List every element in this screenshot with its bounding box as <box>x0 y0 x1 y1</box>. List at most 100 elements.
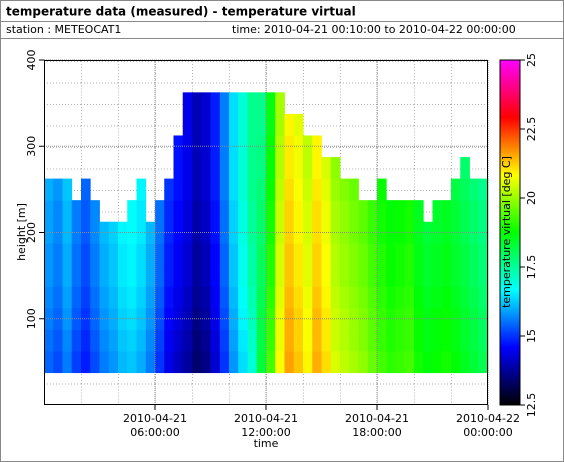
heatmap-cell <box>377 307 387 330</box>
heatmap-cell <box>386 329 396 352</box>
colorbar-tick-label: 17.5 <box>525 255 538 280</box>
heatmap-cell <box>266 157 276 179</box>
heatmap-cell <box>81 264 91 287</box>
heatmap-cell <box>340 200 350 223</box>
heatmap-cell <box>312 286 322 309</box>
heatmap-cell <box>256 178 267 201</box>
heatmap-cell <box>229 178 239 201</box>
heatmap-cell <box>62 243 73 266</box>
heatmap-cell <box>330 243 341 266</box>
heatmap-cell <box>238 243 248 266</box>
heatmap-cell <box>256 92 267 115</box>
x-tick-label: 00:00:00 <box>463 426 512 439</box>
heatmap-cell <box>155 329 165 352</box>
heatmap-cell <box>377 200 387 223</box>
heatmap-cell <box>192 178 202 201</box>
heatmap-cell <box>201 286 211 309</box>
heatmap-cell <box>182 286 193 309</box>
heatmap-cell <box>238 92 248 115</box>
heatmap-cell <box>155 200 165 223</box>
heatmap-cell <box>99 351 110 374</box>
heatmap-cell <box>229 243 239 266</box>
heatmap-cell <box>451 221 461 244</box>
heatmap-cell <box>293 264 304 287</box>
heatmap-cell <box>284 113 295 136</box>
heatmap-cell <box>256 264 267 287</box>
heatmap-cell <box>340 243 350 266</box>
heatmap-cell <box>275 329 285 352</box>
heatmap-cell <box>192 264 202 287</box>
heatmap-cell <box>469 178 480 201</box>
x-tick-label: 2010-04-21 <box>123 412 187 425</box>
heatmap-cell <box>266 178 276 201</box>
heatmap-cell <box>229 351 239 374</box>
heatmap-cell <box>164 329 174 352</box>
heatmap-cell <box>377 329 387 352</box>
heatmap-cell <box>145 264 156 287</box>
x-tick-label: 06:00:00 <box>130 426 179 439</box>
heatmap-cell <box>219 157 230 179</box>
station: station : METEOCAT1 <box>6 23 121 36</box>
heatmap-cell <box>108 264 119 287</box>
heatmap-cell <box>404 221 415 244</box>
heatmap-cell <box>358 243 369 266</box>
heatmap-cell <box>451 264 461 287</box>
heatmap-cell <box>349 264 359 287</box>
heatmap-cell <box>210 264 221 287</box>
heatmap-cell <box>62 307 73 330</box>
heatmap-cell <box>219 351 230 374</box>
heatmap-cell <box>432 351 443 374</box>
heatmap-cell <box>340 329 350 352</box>
heatmap-cell <box>377 221 387 244</box>
heatmap-cell <box>90 200 100 223</box>
y-tick-label: 300 <box>25 136 38 157</box>
heatmap-cell <box>312 157 322 179</box>
heatmap-cell <box>386 351 396 374</box>
heatmap-cell <box>81 178 91 201</box>
heatmap-cell <box>118 286 128 309</box>
heatmap-cell <box>229 92 239 115</box>
heatmap-cell <box>247 264 258 287</box>
heatmap-cell <box>173 157 184 179</box>
heatmap-cell <box>219 329 230 352</box>
heatmap-cell <box>108 286 119 309</box>
heatmap-cell <box>478 286 489 309</box>
colorbar <box>499 59 521 406</box>
heatmap-cell <box>386 221 396 244</box>
heatmap-cell <box>127 264 137 287</box>
heatmap-cell <box>312 243 322 266</box>
heatmap-cell <box>173 200 184 223</box>
heatmap-cell <box>330 264 341 287</box>
heatmap-cell <box>432 200 443 223</box>
heatmap-cell <box>229 307 239 330</box>
heatmap-cell <box>284 135 295 158</box>
heatmap-cell <box>229 113 239 136</box>
heatmap-cell <box>164 178 174 201</box>
heatmap-cell <box>238 264 248 287</box>
heatmap-cell <box>358 264 369 287</box>
heatmap-cell <box>238 329 248 352</box>
heatmap-cell <box>53 200 63 223</box>
heatmap-cell <box>432 307 443 330</box>
colorbar-tick-label: 22.5 <box>525 117 538 142</box>
heatmap-cell <box>423 329 433 352</box>
heatmap-cell <box>201 157 211 179</box>
heatmap-cell <box>451 243 461 266</box>
heatmap-cell <box>201 178 211 201</box>
heatmap-cell <box>164 307 174 330</box>
heatmap-cell <box>247 157 258 179</box>
heatmap-cell <box>155 243 165 266</box>
heatmap-cell <box>414 286 424 309</box>
heatmap-cell <box>62 264 73 287</box>
heatmap-cell <box>293 286 304 309</box>
heatmap-cell <box>192 243 202 266</box>
heatmap-cell <box>321 178 332 201</box>
heatmap-cell <box>164 200 174 223</box>
heatmap-cell <box>414 351 424 374</box>
heatmap-cell <box>404 307 415 330</box>
heatmap-cell <box>53 264 63 287</box>
heatmap-cell <box>108 307 119 330</box>
heatmap-cell <box>330 200 341 223</box>
heatmap-cell <box>229 221 239 244</box>
heatmap-cell <box>469 264 480 287</box>
